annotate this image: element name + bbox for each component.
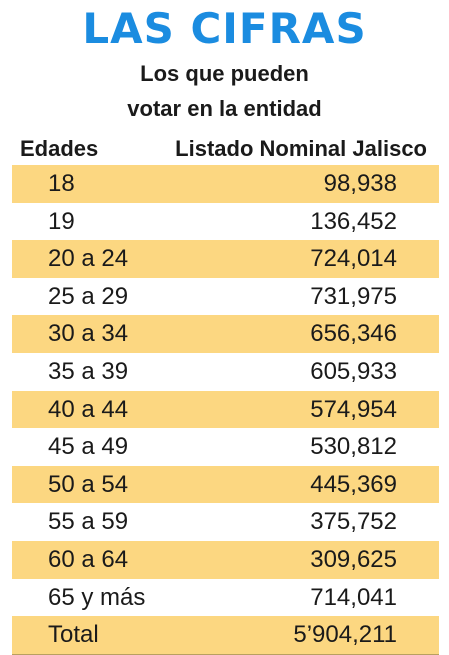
page-title: LAS CIFRAS bbox=[82, 4, 367, 53]
voters-table: 18 98,938 19 136,452 20 a 24 724,014 25 … bbox=[12, 165, 439, 655]
voter-count-cell: 605,933 bbox=[310, 357, 397, 385]
table-row: 65 y más 714,041 bbox=[12, 579, 439, 617]
age-range-cell: 50 a 54 bbox=[48, 470, 129, 498]
voter-count-cell: 98,938 bbox=[323, 170, 397, 197]
voter-count-cell: 375,752 bbox=[310, 508, 397, 536]
table-row: 19 136,452 bbox=[12, 203, 439, 241]
age-range-cell: 25 a 29 bbox=[48, 282, 129, 310]
voter-count-cell: 530,812 bbox=[310, 433, 397, 461]
age-range-cell: 30 a 34 bbox=[48, 320, 129, 348]
table-row: 50 a 54 445,369 bbox=[12, 465, 439, 504]
table-row: 25 a 29 731,975 bbox=[12, 278, 439, 316]
voter-count-cell: 724,014 bbox=[310, 245, 397, 273]
voter-count-cell: 445,369 bbox=[310, 470, 397, 498]
age-range-cell: 55 a 59 bbox=[48, 508, 129, 536]
table-header: Edades Listado Nominal Jalisco bbox=[0, 134, 449, 164]
age-range-cell: 65 y más bbox=[48, 583, 146, 611]
table-row: 55 a 59 375,752 bbox=[12, 503, 439, 541]
table-row: 60 a 64 309,625 bbox=[12, 540, 439, 579]
table-row: 20 a 24 724,014 bbox=[12, 240, 439, 278]
subtitle-line-2: votar en la entidad bbox=[127, 96, 322, 121]
table-row: 40 a 44 574,954 bbox=[12, 390, 439, 429]
age-range-cell: 40 a 44 bbox=[48, 395, 129, 423]
column-header-ages: Edades bbox=[20, 136, 99, 161]
subtitle-line-1: Los que pueden bbox=[140, 61, 309, 86]
age-range-cell: 60 a 64 bbox=[48, 545, 129, 573]
voter-count-cell: 731,975 bbox=[310, 282, 397, 310]
table-row: 18 98,938 bbox=[12, 165, 439, 203]
voter-count-cell: 309,625 bbox=[310, 545, 397, 573]
age-range-cell: 45 a 49 bbox=[48, 433, 129, 461]
age-range-cell: 35 a 39 bbox=[48, 357, 129, 385]
total-row: Total 5’904,211 bbox=[12, 616, 439, 655]
voter-count-cell: 574,954 bbox=[310, 395, 397, 423]
total-value: 5’904,211 bbox=[293, 621, 397, 649]
column-header-nominal-list: Listado Nominal Jalisco bbox=[175, 136, 427, 161]
voter-count-cell: 136,452 bbox=[310, 207, 397, 235]
age-range-cell: 18 bbox=[48, 170, 75, 197]
table-row: 35 a 39 605,933 bbox=[12, 353, 439, 391]
voter-count-cell: 656,346 bbox=[310, 320, 397, 348]
voter-count-cell: 714,041 bbox=[310, 583, 397, 611]
age-range-cell: 19 bbox=[48, 207, 75, 235]
total-label: Total bbox=[48, 621, 99, 649]
table-row: 30 a 34 656,346 bbox=[12, 315, 439, 353]
age-range-cell: 20 a 24 bbox=[48, 245, 129, 273]
table-row: 45 a 49 530,812 bbox=[12, 428, 439, 466]
